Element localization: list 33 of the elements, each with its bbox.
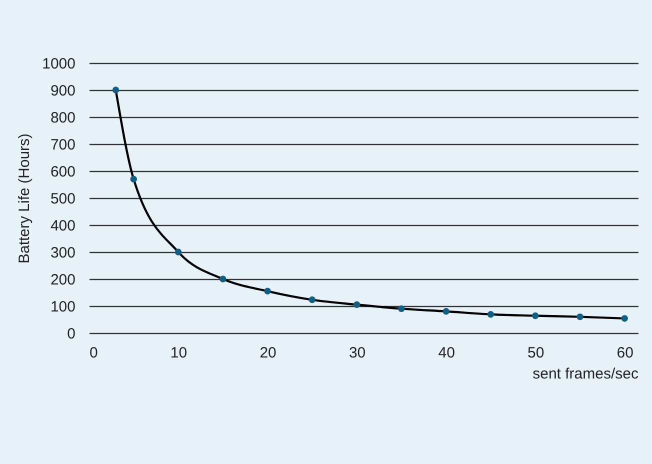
point bbox=[621, 315, 628, 322]
x-tick-label: 30 bbox=[348, 344, 366, 362]
x-tick-label: 50 bbox=[528, 344, 544, 362]
point bbox=[308, 296, 316, 304]
y-tick-label: 700 bbox=[50, 136, 76, 154]
x-axis-title: sent frames/sec bbox=[532, 366, 639, 382]
y-tick-label: 300 bbox=[50, 244, 76, 262]
point bbox=[174, 248, 182, 256]
x-tick-label: 0 bbox=[90, 344, 98, 362]
point bbox=[532, 312, 539, 320]
x-tick-label: 40 bbox=[438, 344, 455, 362]
y-tick-label: 600 bbox=[50, 164, 76, 180]
point bbox=[487, 311, 494, 318]
x-tick-label: 10 bbox=[170, 344, 188, 362]
point bbox=[576, 313, 584, 320]
point bbox=[353, 301, 360, 308]
y-tick-label: 0 bbox=[67, 326, 76, 342]
y-tick-label: 800 bbox=[50, 110, 76, 126]
y-axis-title: Battery Life (Hours) bbox=[16, 133, 34, 264]
point bbox=[398, 305, 405, 312]
point bbox=[130, 176, 137, 182]
y-tick-label: 100 bbox=[50, 298, 76, 316]
point bbox=[264, 288, 271, 294]
y-tick-label: 900 bbox=[50, 82, 76, 100]
point bbox=[442, 308, 450, 315]
x-tick-label: 60 bbox=[616, 344, 634, 362]
y-tick-label: 500 bbox=[50, 190, 76, 208]
x-tick-label: 20 bbox=[260, 344, 276, 362]
y-tick-label: 200 bbox=[50, 272, 76, 288]
point bbox=[220, 276, 226, 282]
y-tick-label: 400 bbox=[50, 218, 76, 234]
point bbox=[112, 86, 120, 94]
y-tick-label: 1000 bbox=[42, 56, 76, 72]
